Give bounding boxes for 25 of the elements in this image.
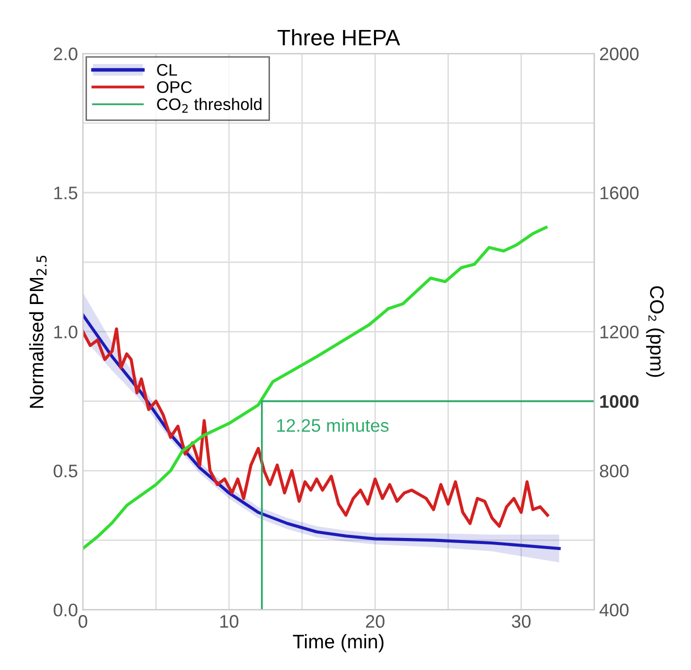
y2-tick-label: 400	[600, 604, 629, 616]
y-tick-label: 2.0	[54, 48, 78, 60]
y2-axis-title: CO₂ (ppm)	[646, 286, 664, 377]
x-tick-label: 0	[78, 615, 88, 628]
x-axis-title: Time (min)	[292, 634, 384, 652]
x-tick-label: 10	[220, 615, 238, 628]
y2-tick-label: 800	[600, 464, 629, 478]
y-axis-title: Normalised PM$_{2.5}$	[29, 256, 47, 408]
x-tick-label: 30	[512, 615, 531, 628]
x-tick-label: 20	[366, 615, 384, 628]
line-series	[82, 226, 548, 550]
annotation: 12.25 minutes	[277, 418, 389, 432]
legend-label: OPC	[157, 81, 192, 94]
y-tick-label: 1.0	[54, 326, 78, 338]
y2-tick-label: 1000	[600, 395, 639, 408]
legend-label: CL	[157, 64, 178, 76]
legend-label: CO$_{2}$ threshold	[157, 98, 262, 113]
chart-title: Three HEPA	[278, 29, 400, 46]
y-tick-label: 0.5	[54, 464, 78, 478]
y2-tick-label: 1200	[600, 326, 639, 338]
y2-tick-label: 1600	[600, 186, 639, 200]
line-series	[82, 327, 550, 528]
y-tick-label: 0.0	[54, 604, 78, 616]
y-tick-label: 1.5	[54, 186, 78, 200]
y2-tick-label: 2000	[600, 48, 639, 60]
